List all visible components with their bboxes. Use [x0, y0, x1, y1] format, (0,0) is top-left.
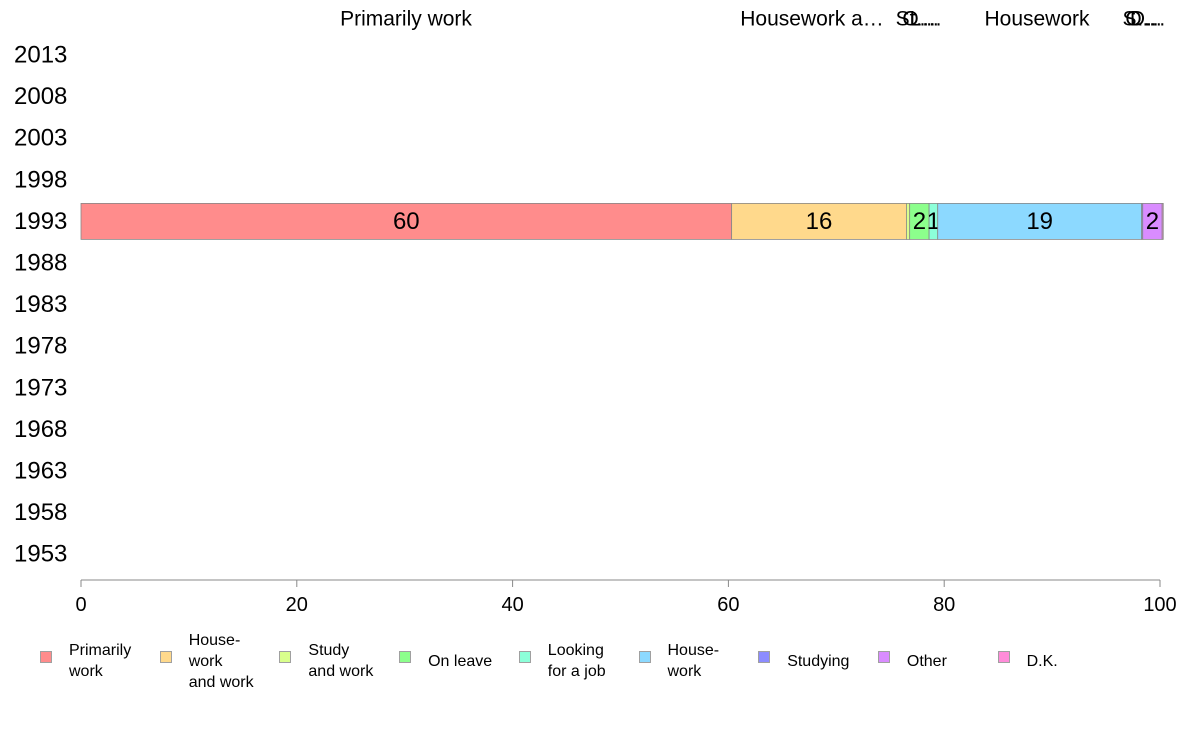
legend-item: Study and work — [279, 630, 373, 682]
legend-swatch — [399, 651, 412, 663]
y-tick-label: 1983 — [14, 291, 67, 318]
x-tick-label: 100 — [1143, 594, 1176, 616]
y-tick-label: 1993 — [14, 208, 67, 235]
top-category-label: Primarily work — [340, 8, 472, 31]
x-tick-label: 80 — [933, 594, 955, 616]
top-category-label: Housework a… — [740, 8, 884, 31]
legend-swatch — [758, 651, 771, 663]
top-category-label: O… — [1125, 8, 1162, 31]
legend-label: Study and work — [308, 642, 374, 680]
legend-label: House- work and work — [188, 632, 254, 691]
legend-label: Studying — [787, 653, 850, 670]
bars: 60 16 2 1 19 2 — [80, 202, 1164, 240]
legend-swatch — [877, 651, 890, 663]
legend-label: Other — [906, 653, 947, 670]
legend-swatch — [997, 651, 1010, 663]
legend-item: On leave — [399, 630, 492, 672]
y-tick-label: 1963 — [14, 458, 67, 485]
legend-item: Looking for a job — [518, 630, 606, 682]
y-tick-label: 1968 — [14, 416, 67, 443]
x-tick-label: 60 — [717, 594, 739, 616]
top-category-label: St… — [896, 8, 937, 31]
legend-label: Primarily work — [69, 642, 132, 680]
data-label: 60 — [393, 208, 420, 235]
data-label: 19 — [1026, 208, 1053, 235]
legend-item: House- work and work — [159, 630, 254, 693]
legend-label: House- work — [667, 642, 720, 680]
data-label: 1 — [927, 208, 940, 235]
legend-label: On leave — [428, 653, 493, 670]
top-category-label: O… — [902, 8, 939, 31]
legend-swatch — [518, 651, 531, 663]
legend-label: D.K. — [1026, 653, 1058, 670]
bar-segment — [937, 202, 1143, 240]
y-tick-label: 1973 — [14, 374, 67, 401]
top-category-label: D… — [1130, 8, 1166, 31]
legend-item: House- work — [638, 630, 720, 682]
x-tick-label: 0 — [75, 594, 86, 616]
top-category-label: Housework — [984, 8, 1090, 31]
legend-swatch — [40, 651, 52, 663]
y-tick-label: 1958 — [14, 499, 67, 526]
y-tick-label: 2008 — [14, 83, 67, 110]
bar-segment — [906, 202, 911, 240]
data-label: 2 — [913, 208, 926, 235]
top-category-labels: Primarily work Housework a… St…O…L… Housewo… — [340, 8, 1166, 31]
y-tick-label: 2003 — [14, 125, 67, 152]
legend-item: D.K. — [997, 630, 1058, 672]
y-tick-label: 1998 — [14, 166, 67, 193]
y-tick-label: 1978 — [14, 333, 67, 360]
data-label: 2 — [1146, 208, 1159, 235]
legend-label: Looking for a job — [547, 642, 606, 680]
legend-swatch — [279, 651, 292, 663]
legend-swatch — [638, 651, 651, 663]
bar-segment — [1161, 202, 1164, 240]
y-tick-label: 1988 — [14, 250, 67, 277]
legend: Primarily work House- work and work Study … — [40, 630, 1180, 700]
x-tick-label: 40 — [501, 594, 523, 616]
legend-item: Other — [877, 630, 947, 672]
legend-swatch — [159, 651, 172, 663]
x-axis: 0 20 40 60 80 100 — [75, 579, 1177, 616]
top-category-label: L… — [910, 8, 943, 31]
y-tick-label: 2013 — [14, 42, 67, 69]
top-category-label: S… — [1122, 8, 1157, 31]
y-axis-labels: 2013 2008 2003 1998 1993 1988 1983 1978 1973 1968… — [14, 42, 67, 568]
y-tick-label: 1953 — [14, 541, 67, 568]
data-label: 16 — [806, 208, 833, 235]
x-tick-label: 20 — [286, 594, 308, 616]
bar-segment — [731, 202, 907, 240]
legend-item: Primarily work — [40, 630, 131, 682]
legend-item: Studying — [758, 630, 849, 672]
